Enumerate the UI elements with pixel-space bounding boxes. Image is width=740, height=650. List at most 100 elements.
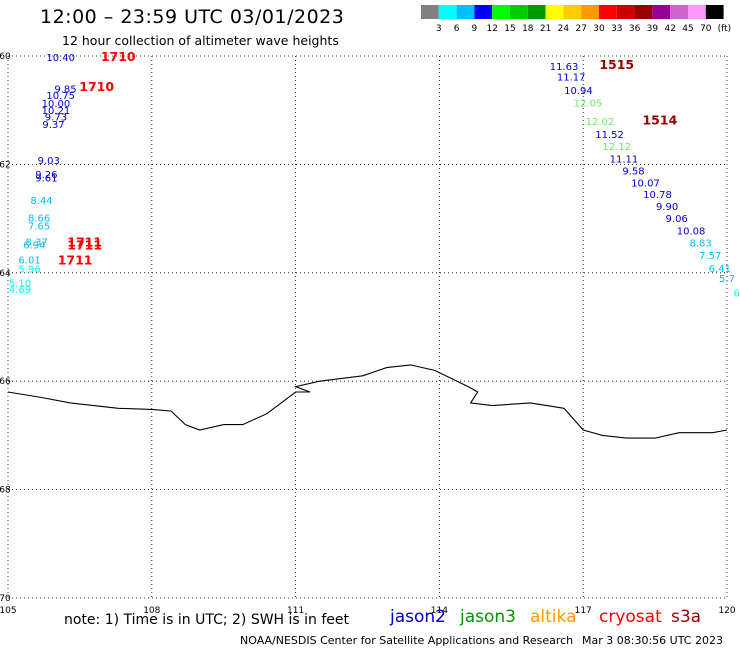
swh-value: 9.90	[656, 202, 678, 213]
swh-value: 10.75	[46, 91, 75, 102]
scale-label: 42	[664, 24, 675, 34]
swh-value: 8.37	[26, 237, 48, 248]
lat-tick-label: -62	[0, 160, 11, 170]
scale-swatch	[421, 5, 439, 19]
swh-value: 9.58	[622, 166, 644, 177]
scale-label: 45	[682, 24, 693, 34]
scale-swatch	[616, 5, 635, 19]
pass-time: 1710	[101, 49, 136, 64]
pass-time: 1710	[79, 79, 114, 94]
swh-value: 9.85	[54, 85, 76, 96]
scale-label: 36	[629, 24, 641, 34]
footer-note: note: 1) Time is in UTC; 2) SWH is in fe…	[64, 612, 350, 628]
scale-label: 9	[472, 24, 478, 34]
scale-label: 39	[647, 24, 659, 34]
scale-swatch	[545, 5, 564, 19]
scale-swatch	[652, 5, 671, 19]
scale-unit: (ft)	[718, 24, 732, 34]
scale-swatch	[634, 5, 653, 19]
swh-value: 6	[733, 288, 739, 299]
swh-value: 7.65	[28, 222, 50, 233]
scale-label: 12	[486, 24, 497, 34]
swh-value: 10.07	[631, 178, 660, 189]
swh-value: 6.94	[23, 241, 45, 252]
satellite-jason3: jason3	[460, 607, 516, 627]
scale-swatch	[492, 5, 510, 19]
swh-value: 8.66	[28, 214, 50, 225]
swh-value: 7.57	[699, 251, 721, 262]
lon-tick-label: 105	[0, 606, 17, 616]
lon-tick-label: 114	[431, 606, 448, 616]
scale-label: 30	[593, 24, 605, 34]
swh-value: 9.26	[35, 170, 57, 181]
scale-label: 3	[436, 24, 442, 34]
scale-label: 18	[522, 24, 534, 34]
swh-value: 12.12	[602, 142, 631, 153]
pass-time: 1515	[599, 57, 634, 72]
lon-tick-label: 111	[287, 606, 304, 616]
swh-value: 4.69	[9, 285, 31, 296]
lon-tick-label: 108	[143, 606, 160, 616]
swh-value: 11.63	[550, 62, 579, 73]
scale-label: 33	[611, 24, 622, 34]
scale-label: 6	[454, 24, 460, 34]
page-subtitle: 12 hour collection of altimeter wave hei…	[62, 33, 339, 48]
lat-tick-label: -70	[0, 594, 11, 604]
scale-label: 24	[558, 24, 570, 34]
lat-tick-label: -64	[0, 269, 11, 279]
scale-swatch	[599, 5, 617, 19]
swh-value: 10.00	[42, 99, 71, 110]
scale-swatch	[563, 5, 582, 19]
swh-value: 9.37	[42, 120, 64, 131]
swh-value: 12.02	[586, 117, 615, 128]
scale-swatch	[705, 5, 724, 19]
antarctic-coastline	[7, 364, 728, 439]
scale-swatch	[688, 5, 706, 19]
scale-swatch	[510, 5, 528, 19]
pass-time: 1514	[642, 112, 677, 127]
swh-value: 10.94	[564, 86, 593, 97]
swh-value: 12.05	[574, 99, 603, 110]
swh-value: 9.06	[666, 214, 688, 225]
scale-swatch	[456, 5, 475, 19]
satellite-altika: altika	[530, 607, 577, 627]
swh-value: 8.44	[30, 196, 52, 207]
swh-value: 6.01	[18, 255, 40, 266]
page-title: 12:00 – 23:59 UTC 03/01/2023	[40, 6, 345, 28]
scale-label: 15	[504, 24, 515, 34]
pass-time: 1711	[58, 252, 93, 267]
map-tick-labels: 105 108 111 114 117 120 -60 -62 -64 -66 -68 -70	[0, 52, 736, 616]
lat-tick-label: -66	[0, 377, 11, 387]
swh-value: 11.11	[610, 154, 639, 165]
satellite-cryosat: cryosat	[599, 607, 662, 627]
footer-credit: NOAA/NESDIS Center for Satellite Applica…	[240, 634, 574, 647]
swh-value: 6.41	[709, 264, 731, 275]
swh-value: 8.83	[690, 238, 712, 249]
swh-value: 10.78	[643, 190, 672, 201]
swh-value: 9.73	[45, 113, 67, 124]
scale-label: 27	[575, 24, 586, 34]
swh-value: 10.21	[42, 106, 71, 117]
pass-time: 1711	[67, 234, 102, 249]
swh-value: 10.40	[46, 53, 75, 64]
scale-label: 70	[700, 24, 712, 34]
scale-swatch	[527, 5, 546, 19]
scale-label: 21	[540, 24, 551, 34]
lat-tick-label: -68	[0, 486, 11, 496]
color-scale-legend: 3 6 9 12 15 18 21 24 27 30 33 36 39 42 45 70 (ft)	[421, 5, 731, 34]
swh-value: 11.52	[595, 130, 624, 141]
satellite-jason2: jason2	[390, 607, 446, 627]
pass-time: 1711	[67, 238, 102, 253]
scale-swatch	[581, 5, 599, 19]
swh-value: 9.61	[35, 173, 57, 184]
lat-tick-label: -60	[0, 52, 11, 62]
scale-swatch	[670, 5, 688, 19]
swh-value: 9.03	[38, 156, 60, 167]
swh-value: 5.96	[18, 264, 40, 275]
scale-swatch	[474, 5, 493, 19]
swh-value: 10.08	[677, 227, 706, 238]
lon-tick-label: 120	[718, 606, 735, 616]
